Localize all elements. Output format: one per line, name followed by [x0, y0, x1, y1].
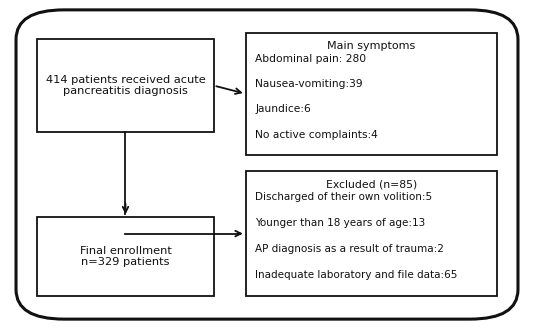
Text: No active complaints:4: No active complaints:4 — [255, 130, 378, 139]
Text: AP diagnosis as a result of trauma:2: AP diagnosis as a result of trauma:2 — [255, 244, 444, 254]
FancyBboxPatch shape — [37, 39, 214, 132]
Text: Excluded (n=85): Excluded (n=85) — [326, 179, 417, 189]
FancyBboxPatch shape — [246, 33, 497, 155]
Text: Younger than 18 years of age:13: Younger than 18 years of age:13 — [255, 218, 426, 228]
Text: Discharged of their own volition:5: Discharged of their own volition:5 — [255, 192, 433, 202]
Text: Final enrollment
n=329 patients: Final enrollment n=329 patients — [80, 246, 171, 267]
Text: Main symptoms: Main symptoms — [327, 41, 415, 51]
Text: Nausea-vomiting:39: Nausea-vomiting:39 — [255, 79, 363, 89]
FancyBboxPatch shape — [37, 217, 214, 296]
Text: Abdominal pain: 280: Abdominal pain: 280 — [255, 54, 366, 64]
FancyBboxPatch shape — [246, 171, 497, 296]
Text: 414 patients received acute
pancreatitis diagnosis: 414 patients received acute pancreatitis… — [45, 75, 206, 96]
Text: Jaundice:6: Jaundice:6 — [255, 105, 311, 114]
FancyBboxPatch shape — [16, 10, 518, 319]
Text: Inadequate laboratory and file data:65: Inadequate laboratory and file data:65 — [255, 270, 458, 280]
